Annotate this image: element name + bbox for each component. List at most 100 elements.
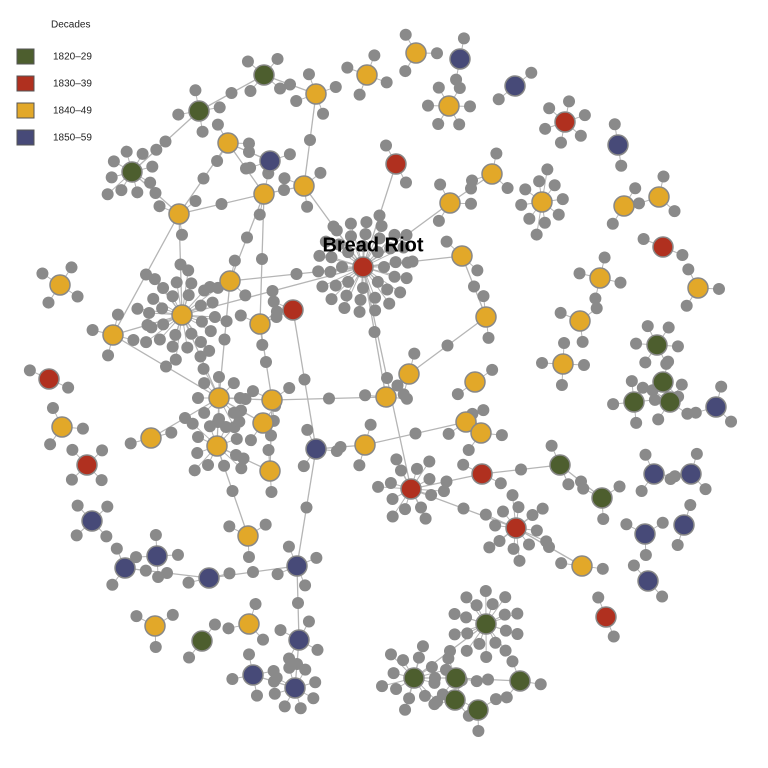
leaf-node [44, 438, 57, 451]
leaf-node [283, 661, 296, 674]
leaf-node [657, 170, 670, 183]
leaf-node [554, 306, 567, 319]
leaf-node [189, 84, 202, 97]
leaf-node [139, 564, 152, 577]
hub-node [643, 463, 665, 485]
leaf-node [489, 693, 502, 706]
leaf-node [156, 302, 169, 315]
leaf-node [690, 447, 703, 460]
leaf-node [400, 392, 413, 405]
hub-node [403, 667, 425, 689]
leaf-node [96, 444, 109, 457]
leaf-node [283, 652, 296, 665]
leaf-node [457, 458, 470, 471]
leaf-node [428, 676, 441, 689]
leaf-node [185, 327, 198, 340]
leaf-node [271, 568, 284, 581]
leaf-node [399, 65, 412, 78]
link-node [457, 502, 470, 515]
leaf-node [466, 174, 479, 187]
leaf-node [539, 122, 552, 135]
link-node [197, 172, 210, 185]
leaf-node [480, 650, 493, 663]
link-node [226, 485, 239, 497]
leaf-node [329, 279, 342, 292]
leaf-node [629, 182, 642, 195]
leaf-node [662, 321, 675, 334]
leaf-node [341, 61, 354, 74]
leaf-node [428, 698, 441, 711]
leaf-node [359, 389, 372, 402]
hub-node [648, 186, 670, 208]
leaf-node [301, 200, 314, 213]
leaf-node [389, 256, 402, 269]
link-node [260, 356, 272, 368]
leaf-node [574, 129, 587, 142]
leaf-node [250, 689, 263, 702]
leaf-node [641, 320, 654, 333]
leaf-node [191, 447, 204, 460]
leaf-node [165, 426, 178, 439]
hub-node [439, 192, 461, 214]
link-node [256, 253, 268, 265]
leaf-node [606, 217, 619, 230]
leaf-node [136, 147, 149, 160]
hub-node [613, 195, 635, 217]
leaf-node [257, 633, 270, 646]
link-node [140, 268, 152, 281]
leaf-node [316, 280, 329, 293]
leaf-node [519, 183, 532, 196]
leaf-node [470, 599, 483, 612]
leaf-node [313, 249, 326, 262]
leaf-node [290, 95, 303, 108]
hub-node [286, 555, 308, 577]
leaf-node [198, 406, 211, 419]
leaf-node [344, 217, 357, 230]
leaf-node [311, 643, 324, 656]
leaf-node [194, 336, 207, 349]
link-node [440, 475, 453, 488]
leaf-node [131, 302, 144, 315]
hub-node [504, 75, 526, 97]
leaf-node [233, 415, 246, 428]
leaf-node [442, 427, 455, 440]
link-node [284, 78, 296, 91]
leaf-node [448, 628, 461, 641]
leaf-node [319, 235, 332, 248]
leaf-node [228, 254, 241, 267]
leaf-node [381, 283, 394, 296]
leaf-node [270, 671, 283, 684]
leaf-node [147, 292, 160, 305]
leaf-node [578, 109, 591, 122]
leaf-node [397, 654, 410, 667]
legend-title: Decades [51, 20, 90, 31]
leaf-node [589, 292, 602, 305]
leaf-node [106, 578, 119, 591]
leaf-node [143, 306, 156, 319]
leaf-node [203, 420, 216, 433]
hub-node [552, 353, 574, 375]
leaf-node [675, 378, 688, 391]
leaf-node [256, 338, 269, 351]
leaf-node [607, 398, 620, 411]
leaf-node [548, 179, 561, 192]
leaf-node [656, 590, 669, 603]
leaf-node [573, 267, 586, 280]
leaf-node [148, 273, 161, 286]
hub-node [191, 630, 213, 652]
leaf-node [325, 293, 338, 306]
leaf-node [555, 378, 568, 391]
link-node [243, 146, 255, 158]
node-label: Bread Riot [322, 234, 423, 256]
leaf-node [182, 576, 195, 589]
hub-node [49, 274, 71, 296]
leaf-node [479, 585, 492, 598]
leaf-node [656, 516, 669, 529]
leaf-node [423, 455, 436, 468]
leaf-node [388, 228, 401, 241]
leaf-node [403, 692, 416, 705]
leaf-node [206, 296, 219, 309]
leaf-node [182, 264, 195, 277]
leaf-node [462, 444, 475, 457]
leaf-node [204, 325, 217, 338]
